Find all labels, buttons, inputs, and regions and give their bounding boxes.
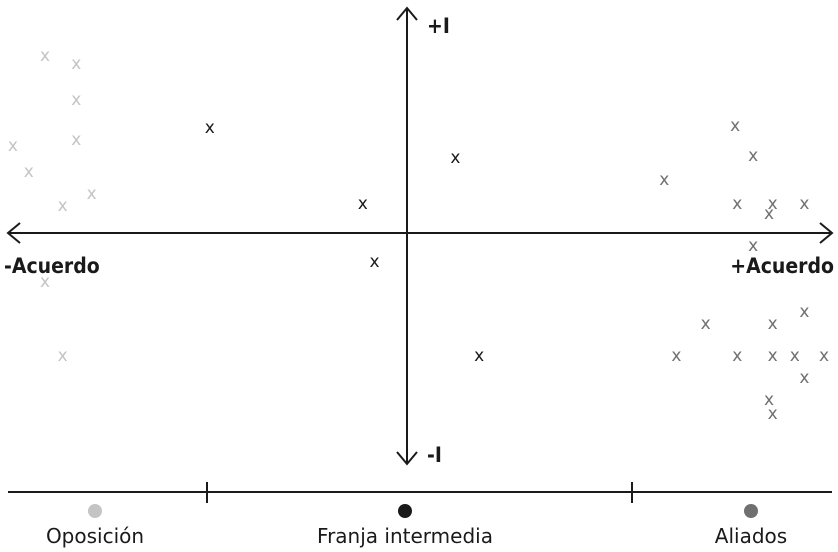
aliados-point-mark: x [748,236,758,256]
oposicion-point-mark: x [71,90,81,110]
aliados-point-mark: x [799,368,809,388]
x-axis-left-label: -Acuerdo [4,254,100,278]
aliados-point-mark: x [764,204,774,224]
franja-intermedia-point-mark: x [369,252,379,272]
franja-intermedia-point-mark: x [358,194,368,214]
aliados-point-mark: x [768,194,778,214]
y-axis-bottom-label: -I [427,443,442,467]
aliados-point-mark: x [701,314,711,334]
aliados-label: Aliados [715,524,787,548]
aliados-point-mark: x [768,346,778,366]
aliados-point-mark: x [732,194,742,214]
aliados-point-mark: x [748,146,758,166]
oposicion-point-mark: x [58,346,68,366]
franja-intermedia-dot [398,504,412,518]
oposicion-point-mark: x [8,136,18,156]
oposicion-label: Oposición [46,524,144,548]
franja-intermedia-point-mark: x [474,346,484,366]
franja-intermedia-point-mark: x [205,118,215,138]
y-axis-top-arrowhead [396,6,418,21]
oposicion-point-mark: x [71,130,81,150]
aliados-point-mark: x [764,390,774,410]
aliados-point-mark: x [671,346,681,366]
aliados-point-mark: x [659,170,669,190]
y-axis-bottom-arrowhead [396,451,418,466]
x-axis-left-arrowhead [6,222,21,244]
x-axis [6,222,834,244]
oposicion-dot [88,504,102,518]
oposicion-point-mark: x [40,46,50,66]
x-axis-right-arrowhead [819,222,834,244]
oposicion-point-mark: x [24,162,34,182]
group-band: Oposición Franja intermedia Aliados [8,482,832,548]
aliados-point-mark: x [790,346,800,366]
franja-intermedia-label: Franja intermedia [317,524,493,548]
oposicion-point-mark: x [58,196,68,216]
aliados-point-mark: x [768,314,778,334]
oposicion-point-mark: x [40,272,50,292]
y-axis-top-label: +I [427,14,450,38]
oposicion-point-mark: x [71,54,81,74]
aliados-point-mark: x [768,404,778,424]
x-axis-right-label: +Acuerdo [730,254,834,278]
aliados-point-mark: x [799,194,809,214]
franja-intermedia-point-mark: x [450,148,460,168]
oposicion-point-mark: x [87,184,97,204]
aliados-dot [744,504,758,518]
aliados-point-mark: x [819,346,829,366]
aliados-point-mark: x [799,302,809,322]
aliados-point-mark: x [730,116,740,136]
aliados-point-mark: x [732,346,742,366]
y-axis [396,6,418,466]
